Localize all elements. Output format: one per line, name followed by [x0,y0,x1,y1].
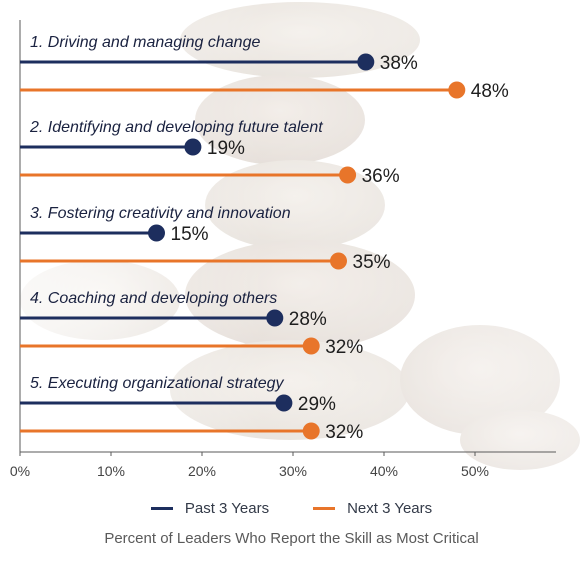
x-tick-label: 40% [370,463,398,479]
legend: Past 3 Years Next 3 Years [0,500,583,517]
category-label: 2. Identifying and developing future tal… [29,119,323,136]
point-past [266,309,284,327]
data-label-past: 28% [289,309,327,330]
legend-item-past: Past 3 Years [150,500,270,517]
data-label-past: 38% [380,53,418,74]
point-next [339,166,357,184]
x-tick-label: 20% [188,463,216,479]
legend-item-next: Next 3 Years [313,500,432,517]
data-label-past: 15% [171,224,209,245]
category-label: 1. Driving and managing change [30,34,260,51]
x-tick-label: 10% [97,463,125,479]
legend-swatch-past [150,507,173,510]
data-label-next: 36% [362,166,400,187]
category-label: 4. Coaching and developing others [30,290,277,307]
point-past [148,224,165,242]
data-label-next: 32% [325,337,363,358]
data-label-next: 48% [471,81,509,102]
x-tick-label: 30% [279,463,307,479]
point-next [448,81,466,99]
x-axis-label: Percent of Leaders Who Report the Skill … [104,530,479,547]
data-label-next: 35% [353,252,391,273]
point-past [184,138,202,156]
point-next [330,252,347,270]
point-past [357,53,375,71]
data-label-past: 19% [207,138,245,159]
point-next [302,337,320,355]
legend-label-next: Next 3 Years [347,500,433,517]
category-label: 5. Executing organizational strategy [30,375,284,392]
category-label: 3. Fostering creativity and innovation [30,205,291,222]
x-tick-label: 0% [10,463,30,479]
data-label-next: 32% [325,422,363,443]
x-tick-label: 50% [461,463,489,479]
legend-swatch-next [313,507,336,510]
point-past [275,394,293,412]
legend-label-past: Past 3 Years [184,500,270,517]
point-next [302,422,320,440]
data-label-past: 29% [298,394,336,415]
